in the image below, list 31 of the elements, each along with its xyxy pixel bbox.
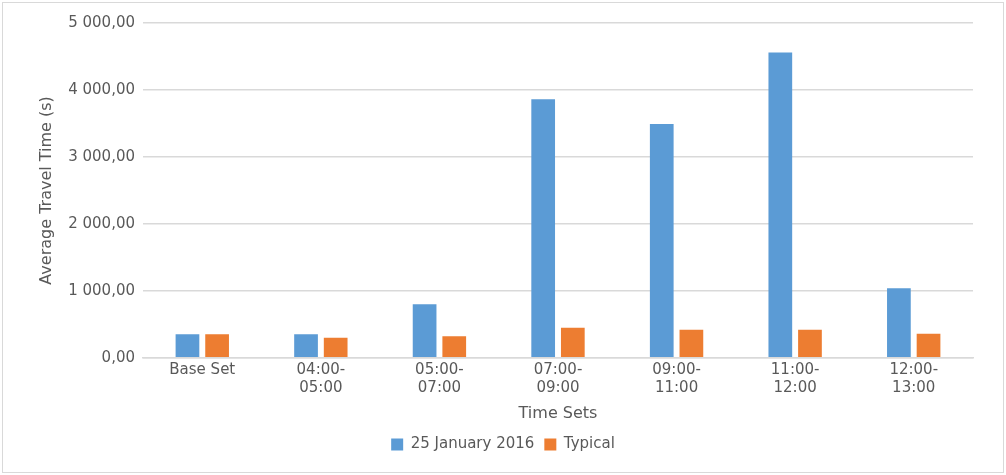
y-tick-label: 5 000,00 bbox=[68, 12, 135, 31]
x-tick-label: 05:00-07:00 bbox=[415, 359, 464, 396]
x-tick-label: Base Set bbox=[169, 359, 236, 378]
bar bbox=[442, 336, 467, 358]
bar bbox=[768, 52, 793, 358]
x-tick-label: 12:00-13:00 bbox=[889, 359, 939, 396]
bar bbox=[560, 327, 585, 358]
bar bbox=[887, 288, 911, 358]
bar bbox=[679, 329, 704, 358]
y-tick-label: 4 000,00 bbox=[68, 79, 135, 98]
bar bbox=[205, 334, 229, 358]
legend-label: Typical bbox=[562, 434, 615, 453]
y-tick-label: 3 000,00 bbox=[68, 146, 135, 165]
y-tick-label: 1 000,00 bbox=[68, 280, 135, 299]
bar bbox=[531, 99, 556, 358]
x-tick-label: 07:00-09:00 bbox=[533, 359, 583, 396]
bar bbox=[798, 329, 822, 358]
y-tick-label: 2 000,00 bbox=[68, 213, 135, 232]
y-tick-label: 0,00 bbox=[101, 347, 135, 366]
bar bbox=[412, 304, 437, 358]
x-tick-label: 04:00-05:00 bbox=[296, 359, 346, 396]
bar bbox=[294, 334, 318, 358]
y-axis-title: Average Travel Time (s) bbox=[35, 96, 55, 285]
bar bbox=[649, 124, 674, 358]
x-axis-title: Time Sets bbox=[517, 402, 598, 422]
bar bbox=[323, 337, 348, 358]
legend-label: 25 January 2016 bbox=[410, 434, 535, 453]
bar bbox=[916, 333, 941, 358]
bar bbox=[175, 334, 200, 358]
x-tick-label: 09:00-11:00 bbox=[652, 359, 701, 396]
x-tick-label: 11:00-12:00 bbox=[770, 359, 820, 396]
